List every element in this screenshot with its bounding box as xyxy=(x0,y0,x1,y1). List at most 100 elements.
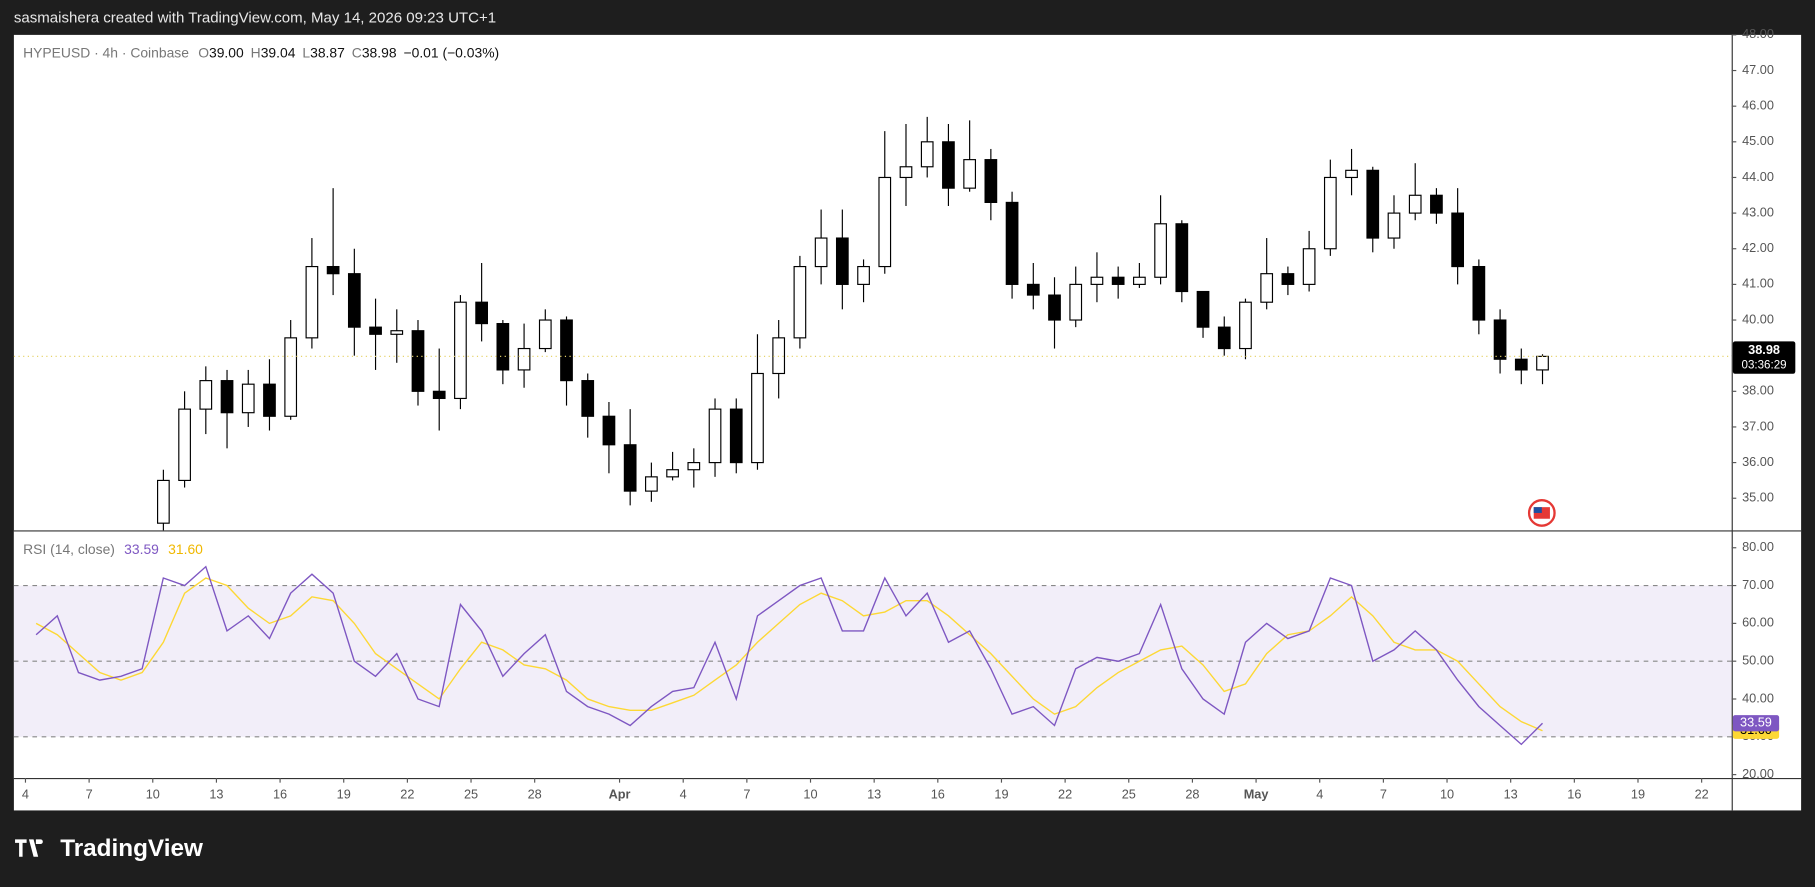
candle-body xyxy=(1260,273,1274,303)
last-price-box xyxy=(1732,341,1796,374)
candle-body xyxy=(1175,223,1189,293)
x-tick-label: 13 xyxy=(867,787,881,802)
candle-body xyxy=(1366,169,1380,239)
ohlc: O39.00 H39.04 L38.87 C38.98 −0.01 (−0.03%) xyxy=(198,44,499,60)
candle-body xyxy=(1196,290,1210,328)
change: −0.01 (−0.03%) xyxy=(404,44,500,60)
x-tick-label: 19 xyxy=(337,787,351,802)
candle-body xyxy=(263,383,276,417)
candle-body xyxy=(687,462,701,471)
candle-body xyxy=(1430,194,1443,214)
ohlc-key: O xyxy=(198,44,209,60)
candle-body xyxy=(1472,265,1486,321)
candles xyxy=(157,116,1549,531)
candle-body xyxy=(1514,358,1528,371)
candle-body xyxy=(305,265,319,339)
x-tick-label: 19 xyxy=(994,787,1008,802)
candle-body xyxy=(1217,326,1231,350)
rsi-line xyxy=(35,565,1544,746)
ohlc-value: 38.87 xyxy=(310,44,345,60)
x-tick-label: Apr xyxy=(609,787,631,802)
x-tick-label: 7 xyxy=(86,787,93,802)
y-tick-label: 80.00 xyxy=(1742,539,1774,554)
candle-body xyxy=(1281,273,1295,285)
x-tick-label: May xyxy=(1244,787,1269,802)
x-tick-label: 16 xyxy=(1567,787,1581,802)
candle-body xyxy=(411,330,425,392)
y-tick-label: 46.00 xyxy=(1742,98,1774,113)
last-price: 38.98 xyxy=(1748,342,1780,357)
candle-body xyxy=(1239,301,1252,350)
candle-body xyxy=(920,141,934,168)
candle-body xyxy=(369,326,382,335)
countdown: 03:36:29 xyxy=(1742,360,1787,372)
y-tick-label: 20.00 xyxy=(1742,766,1774,781)
y-tick-label: 40.00 xyxy=(1742,690,1774,705)
candle-body xyxy=(496,323,510,371)
candle-body xyxy=(708,408,722,464)
candle-body xyxy=(454,301,467,400)
x-tick-label: 19 xyxy=(1631,787,1645,802)
y-tick-label: 50.00 xyxy=(1742,653,1774,668)
rsi-last-box xyxy=(1732,715,1780,732)
x-tick-label: 13 xyxy=(209,787,223,802)
flag-icon xyxy=(1527,499,1556,527)
candle-body xyxy=(1302,248,1316,285)
candle-body xyxy=(284,337,298,417)
legend: HYPEUSD · 4h · Coinbase O39.00 H39.04 L38.8… xyxy=(23,44,499,60)
candle-body xyxy=(560,319,573,382)
candle-body xyxy=(1387,212,1401,239)
candle-body xyxy=(199,380,213,410)
candle-body xyxy=(347,273,361,328)
x-tick-label: 16 xyxy=(273,787,287,802)
candle-body xyxy=(857,265,870,285)
x-tick-label: 10 xyxy=(803,787,817,802)
y-tick-label: 37.00 xyxy=(1742,418,1774,433)
x-tick-label: 4 xyxy=(1316,787,1323,802)
y-tick-label: 47.00 xyxy=(1742,62,1774,77)
y-tick-label: 43.00 xyxy=(1742,204,1774,219)
candle-body xyxy=(878,176,892,268)
logo-text: TradingView xyxy=(60,835,203,862)
candle-body xyxy=(1090,276,1104,285)
x-tick-label: 22 xyxy=(1058,787,1072,802)
candle-body xyxy=(326,265,340,275)
x-tick-label: 16 xyxy=(931,787,945,802)
candle-body xyxy=(178,408,191,481)
candle-body xyxy=(666,469,679,478)
candle-body xyxy=(1069,283,1083,321)
candle-body xyxy=(645,476,658,492)
candle-body xyxy=(729,408,743,464)
candle-body xyxy=(1154,223,1167,278)
candle-body xyxy=(623,444,637,492)
x-tick-label: 25 xyxy=(464,787,478,802)
candle-body xyxy=(984,159,998,203)
y-tick-label: 60.00 xyxy=(1742,615,1774,630)
ohlc-key: L xyxy=(302,44,310,60)
candle-body xyxy=(1345,169,1358,179)
candle-body xyxy=(1005,201,1019,285)
x-tick-label: 28 xyxy=(528,787,542,802)
candle-body xyxy=(1048,294,1061,321)
rsi-legend: RSI (14, close) 33.59 31.60 xyxy=(23,541,203,557)
candle-body xyxy=(1026,283,1040,296)
y-tick-label: 45.00 xyxy=(1742,133,1774,148)
rsi-last-label: 33.59 xyxy=(1740,715,1772,730)
y-tick-label: 40.00 xyxy=(1742,311,1774,326)
candle-body xyxy=(751,372,764,464)
ohlc-value: 38.98 xyxy=(362,44,397,60)
rsi-line xyxy=(35,577,1543,732)
candle-body xyxy=(1111,276,1125,285)
rsi-title: RSI (14, close) xyxy=(23,541,115,557)
symbol: HYPEUSD · 4h · Coinbase xyxy=(23,44,189,60)
ohlc-key: C xyxy=(352,44,362,60)
candle-body xyxy=(241,383,255,414)
y-tick-label: 44.00 xyxy=(1742,169,1774,184)
rsi-band xyxy=(13,585,1732,737)
x-tick-label: 7 xyxy=(1380,787,1387,802)
x-tick-label: 10 xyxy=(1440,787,1454,802)
y-tick-label: 35.00 xyxy=(1742,490,1774,505)
x-tick-label: 25 xyxy=(1122,787,1136,802)
